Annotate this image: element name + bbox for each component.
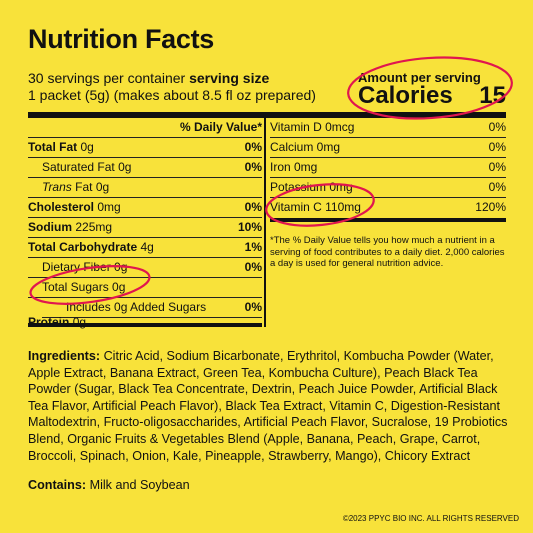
nutrient-amount: 0mg	[97, 200, 121, 214]
nutrient-label: Vitamin D 0mcg	[270, 120, 355, 134]
nutrient-label: Saturated Fat	[42, 160, 115, 174]
nutrient-dv: 0%	[488, 140, 506, 154]
column-divider	[264, 118, 266, 327]
thick-divider	[28, 112, 506, 118]
table-row: Total Sugars 0g	[28, 278, 262, 298]
table-row: Dietary Fiber 0g 0%	[28, 258, 262, 278]
serving-size-label: serving size	[189, 70, 270, 86]
table-row: Saturated Fat 0g 0%	[28, 158, 262, 178]
nutrient-label: Trans	[42, 180, 72, 194]
copyright-notice: ©2023 PPYC BIO INC. ALL RIGHTS RESERVED	[342, 514, 519, 523]
thick-divider-bottom	[28, 323, 262, 327]
nutrient-dv: 0%	[488, 160, 506, 174]
nutrient-label: Calcium 0mg	[270, 140, 341, 154]
table-row: Total Fat 0g 0%	[28, 138, 262, 158]
nutrient-dv: 0%	[244, 260, 262, 274]
serving-size-value: 1 packet (5g) (makes about 8.5 fl oz pre…	[28, 87, 316, 103]
daily-value-footnote: *The % Daily Value tells you how much a …	[270, 235, 505, 269]
table-row: Iron 0mg 0%	[270, 158, 506, 178]
table-row: Trans Fat 0g	[28, 178, 262, 198]
nutrient-amount: 0g	[118, 160, 132, 174]
dv-header-row: % Daily Value*	[28, 118, 262, 138]
nutrient-amount: 4g	[140, 240, 154, 254]
nutrient-dv: 120%	[475, 200, 506, 214]
table-row: Vitamin C 110mg 120%	[270, 198, 506, 222]
nutrient-dv: 0%	[488, 180, 506, 194]
nutrient-label: Total Carbohydrate	[28, 240, 138, 254]
calories-value: 15	[479, 82, 506, 109]
nutrient-label: Dietary Fiber	[42, 260, 111, 274]
table-row: Calcium 0mg 0%	[270, 138, 506, 158]
nutrient-dv: 0%	[244, 160, 262, 174]
servings-per-container: 30 servings per container	[28, 70, 186, 86]
nutrient-dv: 0%	[244, 140, 262, 154]
contains-text: Milk and Soybean	[89, 478, 190, 492]
contains-label: Contains:	[28, 478, 87, 492]
nutrient-dv: 0%	[244, 300, 262, 314]
ingredients-label: Ingredients:	[28, 349, 101, 363]
nutrient-dv: 0%	[244, 200, 262, 214]
ingredients-text: Citric Acid, Sodium Bicarbonate, Erythri…	[28, 349, 508, 463]
nutrient-dv: 1%	[244, 240, 262, 254]
calories-row: Calories 15	[358, 82, 506, 110]
nutrient-amount: 0g	[80, 140, 94, 154]
nutrient-amount: 0g	[112, 280, 126, 294]
nutrient-table-left: % Daily Value* Total Fat 0g 0% Saturated…	[28, 118, 262, 329]
table-row: Sodium 225mg 10%	[28, 218, 262, 238]
nutrient-label: Potassium 0mg	[270, 180, 353, 194]
nutrient-amount: 0g	[114, 260, 128, 274]
contains: Contains: Milk and Soybean	[28, 478, 190, 492]
nutrient-table-right: Vitamin D 0mcg 0% Calcium 0mg 0% Iron 0m…	[270, 118, 506, 233]
nutrient-amount: 225mg	[75, 220, 113, 234]
nutrient-label: Cholesterol	[28, 200, 95, 214]
nutrition-facts-title: Nutrition Facts	[28, 24, 215, 54]
nutrient-label: Total Fat	[28, 140, 78, 154]
table-row: Cholesterol 0mg 0%	[28, 198, 262, 218]
dv-header: % Daily Value*	[179, 120, 262, 134]
nutrient-label: Vitamin C 110mg	[270, 200, 361, 214]
table-row: Total Carbohydrate 4g 1%	[28, 238, 262, 258]
nutrient-label: Iron 0mg	[270, 160, 318, 174]
nutrient-label: Includes 0g Added Sugars	[66, 300, 207, 314]
ingredients: Ingredients: Citric Acid, Sodium Bicarbo…	[28, 348, 514, 464]
nutrient-label: Total Sugars	[42, 280, 109, 294]
calories-label: Calories	[358, 82, 453, 109]
table-row: Vitamin D 0mcg 0%	[270, 118, 506, 138]
nutrient-dv: 0%	[488, 120, 506, 134]
serving-info: 30 servings per container serving size 1…	[28, 70, 316, 104]
table-row: Potassium 0mg 0%	[270, 178, 506, 198]
nutrient-label: Sodium	[28, 220, 72, 234]
nutrient-amount: Fat 0g	[75, 180, 110, 194]
nutrient-dv: 10%	[237, 220, 262, 234]
